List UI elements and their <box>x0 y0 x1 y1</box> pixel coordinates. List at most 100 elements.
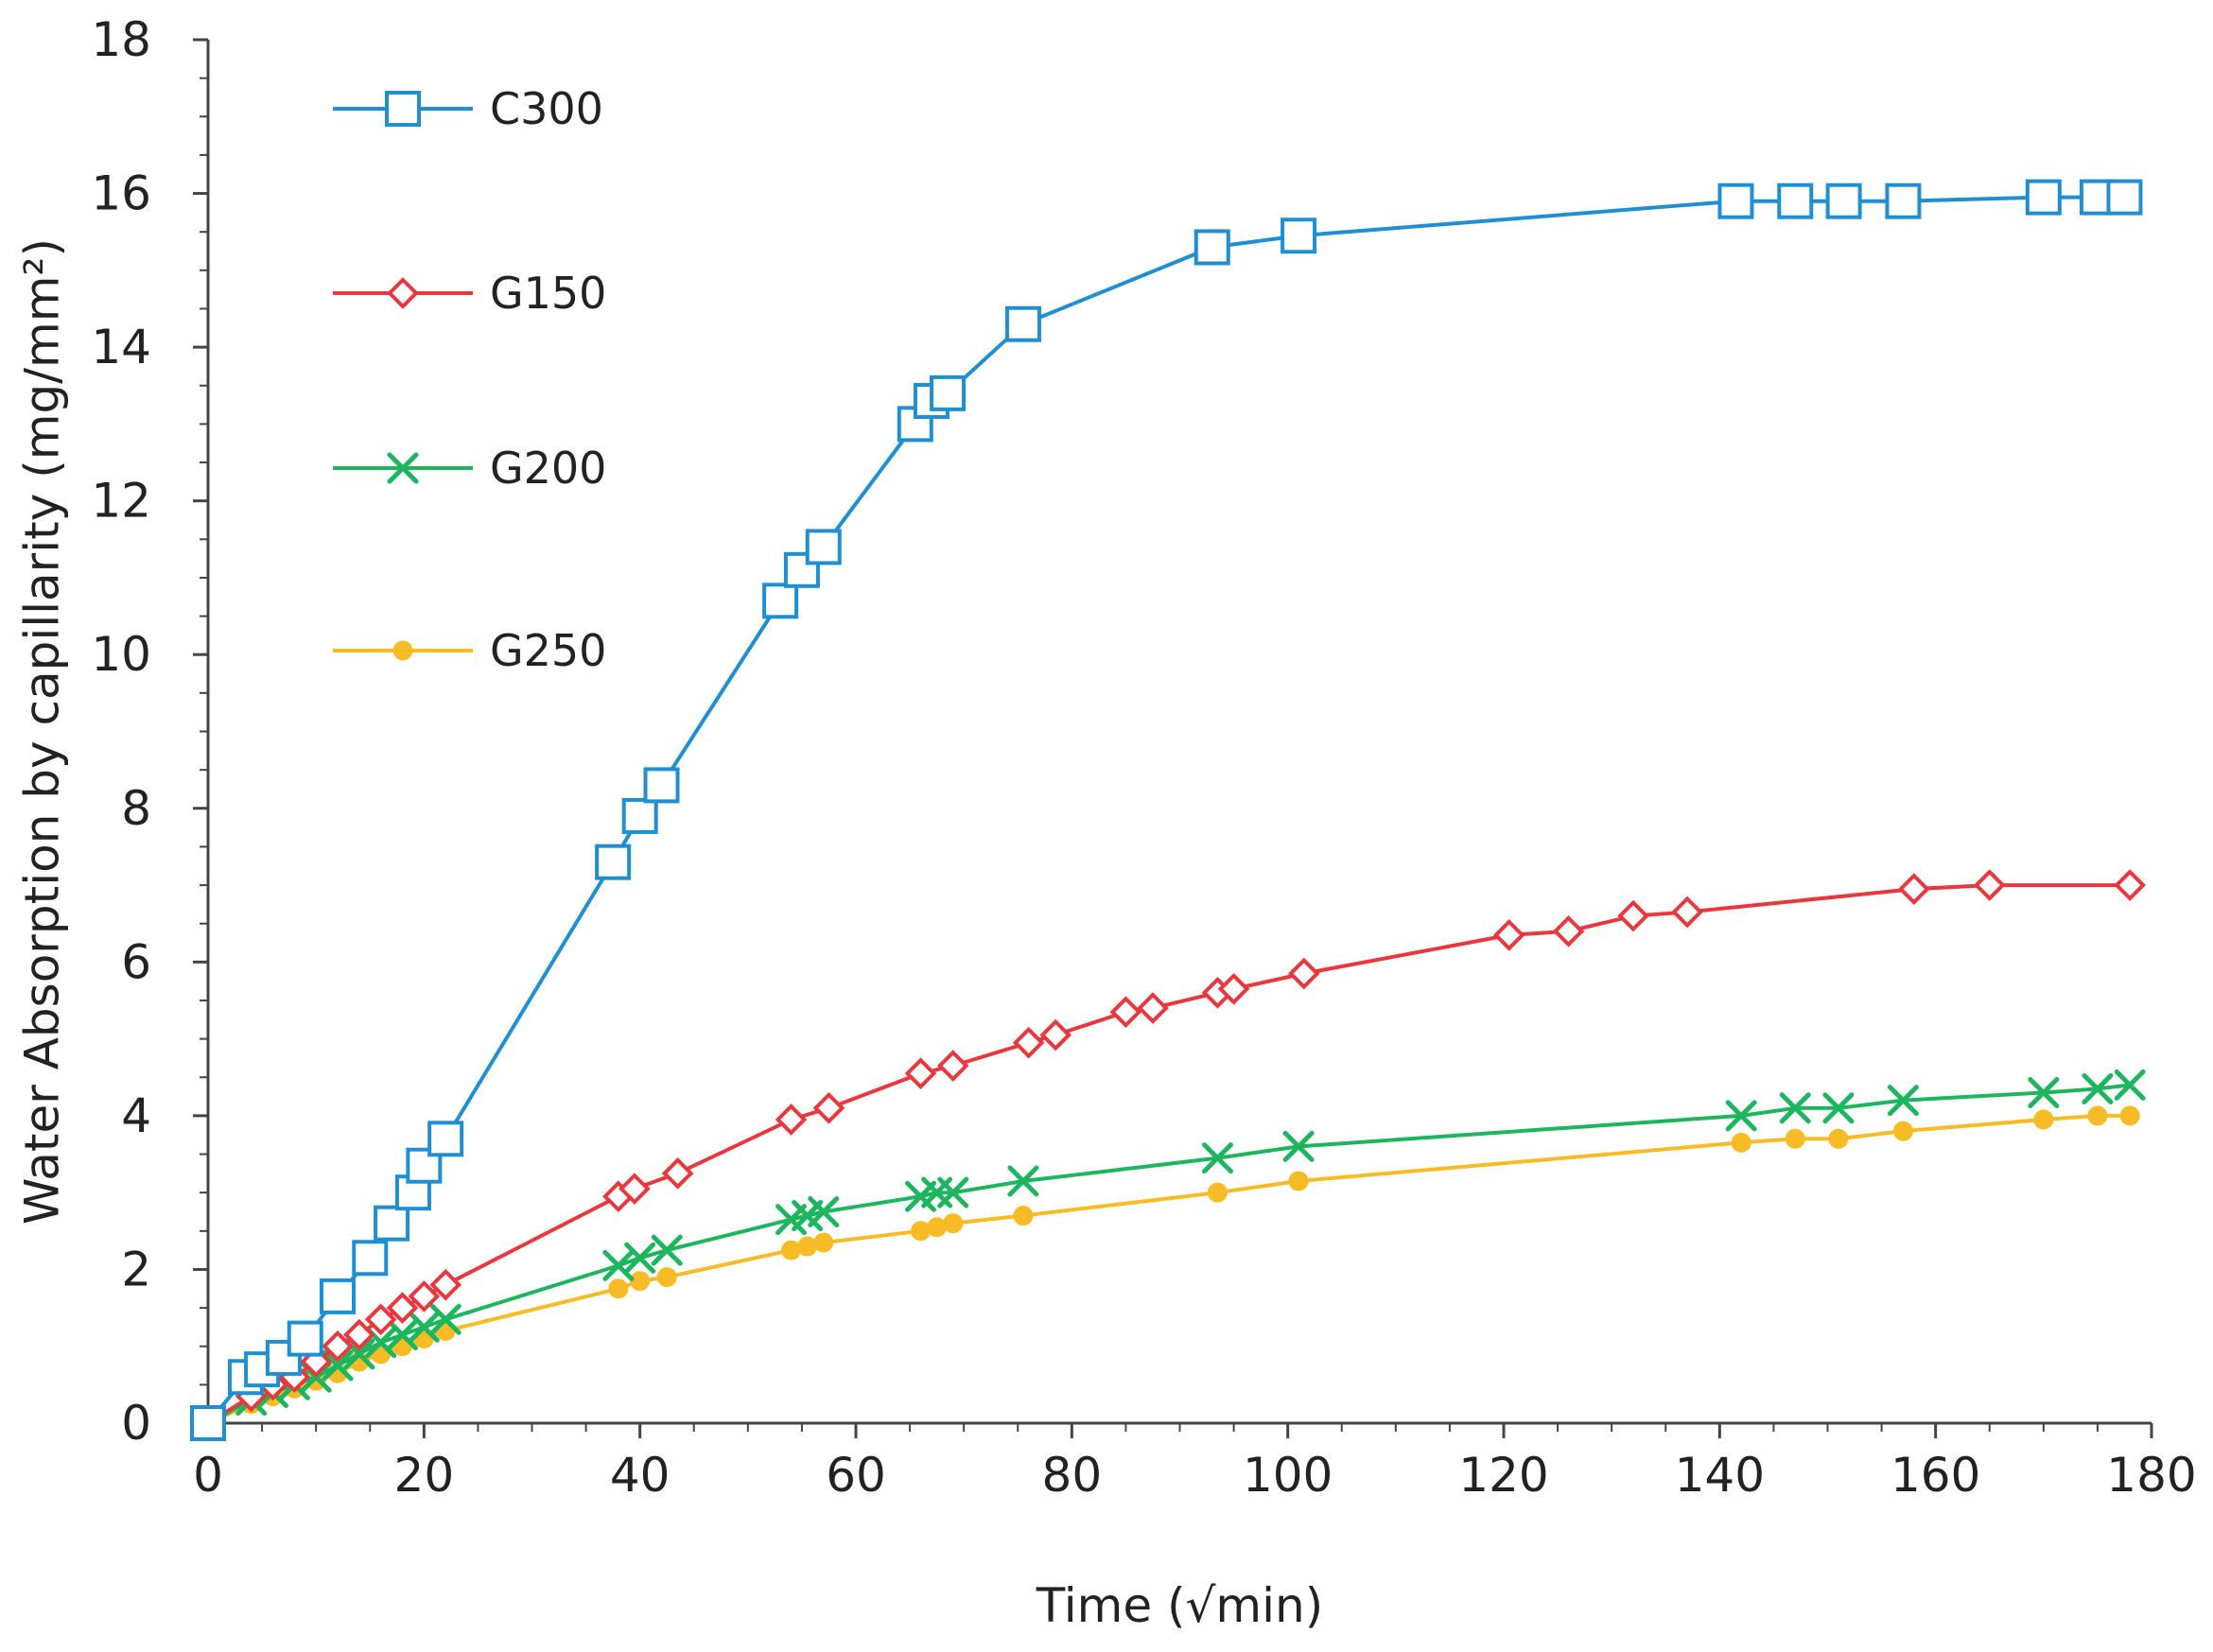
data-point-c300 <box>621 797 658 834</box>
data-point-c300 <box>643 767 680 804</box>
legend-marker-g250 <box>392 640 413 661</box>
data-point-g250 <box>943 1213 964 1234</box>
data-point-g150 <box>2114 869 2146 901</box>
series-g200 <box>192 1069 2146 1439</box>
y-tick-label: 12 <box>91 474 151 529</box>
data-point-g150 <box>1012 1026 1045 1059</box>
data-point-c300 <box>1885 183 1922 219</box>
legend-label-g150: G150 <box>490 268 606 319</box>
data-point-g150 <box>812 1091 845 1124</box>
data-point-g250 <box>1892 1121 1913 1141</box>
data-point-c300 <box>805 529 842 565</box>
data-point-g200 <box>937 1176 969 1209</box>
data-point-c300 <box>287 1320 323 1357</box>
data-point-g150 <box>661 1157 694 1190</box>
data-point-g150 <box>408 1280 441 1313</box>
data-point-g150 <box>1287 957 1320 990</box>
data-point-g150 <box>343 1318 375 1351</box>
data-point-g150 <box>904 1057 937 1090</box>
data-point-g200 <box>1201 1142 1233 1174</box>
legend: C300 G150 G200 G250 <box>333 83 606 676</box>
data-point-g250 <box>1828 1128 1849 1149</box>
data-point-g150 <box>364 1303 397 1336</box>
data-point-g200 <box>1007 1165 1039 1197</box>
series-g150 <box>192 869 2146 1439</box>
x-tick-label: 60 <box>826 1448 886 1503</box>
data-point-c300 <box>1825 183 1862 219</box>
data-point-c300 <box>352 1240 389 1277</box>
x-tick-label: 80 <box>1042 1448 1103 1503</box>
data-point-g150 <box>936 1050 969 1082</box>
data-point-c300 <box>1717 183 1754 219</box>
data-point-c300 <box>190 1405 226 1441</box>
data-point-g200 <box>2028 1077 2060 1109</box>
y-tick-label: 18 <box>91 12 151 67</box>
data-point-g200 <box>808 1195 840 1227</box>
y-tick-label: 16 <box>91 166 151 221</box>
data-point-c300 <box>2106 179 2143 216</box>
data-point-c300 <box>320 1278 356 1314</box>
legend-label-g200: G200 <box>490 443 606 494</box>
series-line-g150 <box>206 883 2131 1425</box>
data-point-g150 <box>1217 972 1250 1005</box>
data-point-g200 <box>1779 1092 1811 1124</box>
data-point-g150 <box>1552 914 1585 948</box>
x-tick-label: 0 <box>193 1448 223 1503</box>
series-layer <box>190 179 2146 1441</box>
data-point-g200 <box>408 1311 440 1343</box>
data-point-c300 <box>374 1205 410 1242</box>
data-point-c300 <box>1777 183 1814 219</box>
data-point-g250 <box>781 1240 801 1261</box>
data-point-g150 <box>322 1330 354 1363</box>
data-point-g250 <box>2087 1105 2108 1126</box>
data-point-g150 <box>429 1268 462 1301</box>
data-point-c300 <box>2025 179 2062 216</box>
data-point-c300 <box>1004 305 1041 342</box>
y-tick-label: 2 <box>121 1242 151 1296</box>
data-point-g150 <box>1671 896 1703 929</box>
series-line-c300 <box>206 195 2125 1425</box>
data-point-g200 <box>429 1303 462 1335</box>
data-point-c300 <box>427 1121 464 1157</box>
x-tick-label: 160 <box>1891 1448 1980 1503</box>
data-point-g250 <box>1288 1171 1309 1191</box>
legend-item-c300: C300 <box>333 83 603 134</box>
data-point-g200 <box>387 1319 418 1351</box>
data-point-g250 <box>797 1236 818 1257</box>
data-point-g150 <box>1898 873 1930 905</box>
data-point-g150 <box>386 1292 419 1324</box>
legend-marker-g150 <box>387 277 419 309</box>
data-point-g200 <box>2114 1069 2146 1101</box>
data-point-g250 <box>813 1232 834 1253</box>
data-point-g150 <box>619 1173 651 1205</box>
data-point-g150 <box>1492 919 1525 951</box>
data-point-g250 <box>1785 1128 1805 1149</box>
legend-label-g250: G250 <box>490 625 606 676</box>
data-point-g150 <box>775 1104 808 1136</box>
y-tick-label: 10 <box>91 627 151 682</box>
data-point-g250 <box>2119 1105 2140 1126</box>
data-point-g200 <box>2082 1072 2114 1104</box>
data-point-g250 <box>1013 1206 1034 1226</box>
x-tick-label: 140 <box>1675 1448 1765 1503</box>
data-point-g150 <box>1109 996 1142 1028</box>
data-point-g250 <box>2033 1109 2054 1130</box>
data-point-g150 <box>1973 869 2006 901</box>
data-point-g250 <box>608 1278 629 1299</box>
data-point-g250 <box>1731 1132 1751 1153</box>
data-point-g200 <box>1822 1092 1855 1124</box>
legend-marker-c300 <box>385 91 421 127</box>
data-point-g250 <box>927 1217 948 1238</box>
x-tick-label: 120 <box>1458 1448 1548 1503</box>
data-point-g200 <box>1887 1085 1919 1117</box>
x-axis-title: Time (√min) <box>1036 1578 1323 1633</box>
data-point-g250 <box>630 1271 651 1292</box>
y-tick-label: 4 <box>121 1088 151 1143</box>
y-tick-label: 14 <box>91 320 151 374</box>
x-tick-label: 100 <box>1243 1448 1333 1503</box>
legend-item-g250: G250 <box>333 625 606 676</box>
data-point-g200 <box>322 1349 354 1382</box>
legend-label-c300: C300 <box>490 83 603 134</box>
data-point-g200 <box>651 1234 683 1266</box>
